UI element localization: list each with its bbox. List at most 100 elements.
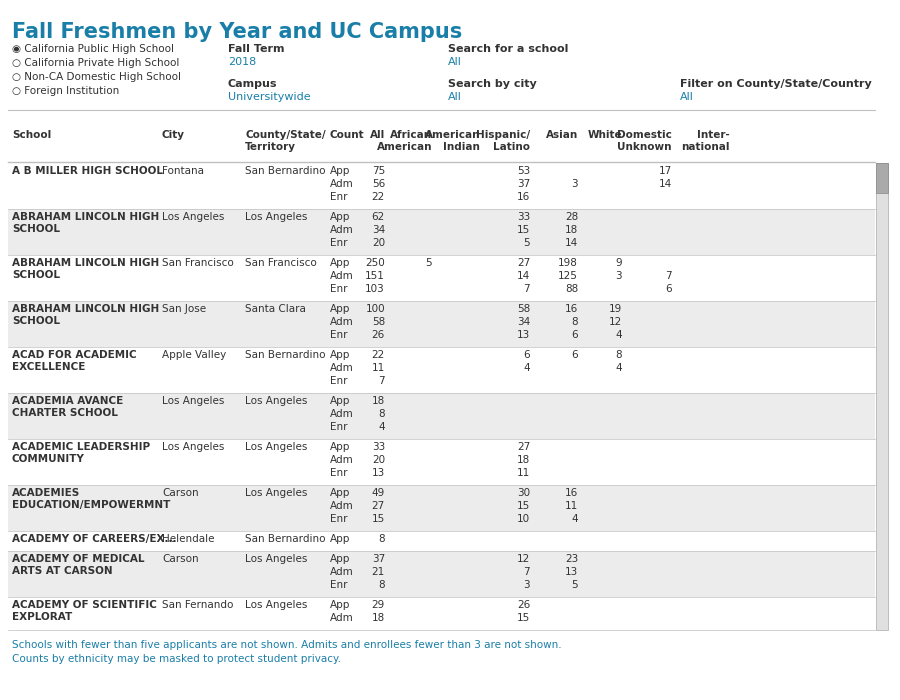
- Text: 7: 7: [524, 284, 530, 294]
- Text: 9: 9: [616, 258, 622, 268]
- Text: 26: 26: [372, 330, 385, 340]
- Text: Fall Freshmen by Year and UC Campus: Fall Freshmen by Year and UC Campus: [12, 22, 463, 42]
- Text: Universitywide: Universitywide: [228, 92, 310, 102]
- Text: 11: 11: [372, 363, 385, 373]
- Bar: [8, 301, 875, 347]
- Text: 53: 53: [517, 166, 530, 176]
- Text: ◉ California Public High School: ◉ California Public High School: [12, 44, 174, 54]
- Text: Adm: Adm: [330, 501, 354, 511]
- Text: ABRAHAM LINCOLN HIGH
SCHOOL: ABRAHAM LINCOLN HIGH SCHOOL: [12, 258, 159, 279]
- Bar: [8, 439, 875, 485]
- Text: 6: 6: [524, 350, 530, 360]
- Text: 6: 6: [665, 284, 672, 294]
- Text: Adm: Adm: [330, 613, 354, 623]
- Text: Santa Clara: Santa Clara: [245, 304, 306, 314]
- Text: App: App: [330, 554, 350, 564]
- Text: 37: 37: [372, 554, 385, 564]
- Text: 29: 29: [372, 600, 385, 610]
- Text: 5: 5: [572, 580, 578, 590]
- Text: Search by city: Search by city: [448, 79, 536, 89]
- Text: 11: 11: [565, 501, 578, 511]
- Text: Adm: Adm: [330, 567, 354, 577]
- Text: San Francisco: San Francisco: [245, 258, 317, 268]
- Text: 28: 28: [565, 212, 578, 222]
- Text: ABRAHAM LINCOLN HIGH
SCHOOL: ABRAHAM LINCOLN HIGH SCHOOL: [12, 304, 159, 326]
- Text: 5: 5: [524, 238, 530, 248]
- Text: ○ Non-CA Domestic High School: ○ Non-CA Domestic High School: [12, 72, 181, 82]
- Text: Adm: Adm: [330, 317, 354, 327]
- Text: American
Indian: American Indian: [425, 130, 480, 152]
- Text: App: App: [330, 396, 350, 406]
- Text: 21: 21: [372, 567, 385, 577]
- Text: 16: 16: [565, 488, 578, 498]
- Text: School: School: [12, 130, 51, 140]
- Text: 8: 8: [378, 534, 385, 544]
- Text: 3: 3: [572, 179, 578, 189]
- Text: App: App: [330, 212, 350, 222]
- Text: 22: 22: [372, 350, 385, 360]
- Text: 4: 4: [378, 422, 385, 432]
- Text: 4: 4: [616, 330, 622, 340]
- Text: Los Angeles: Los Angeles: [245, 212, 308, 222]
- Text: 26: 26: [517, 600, 530, 610]
- Text: 20: 20: [372, 238, 385, 248]
- Text: Enr: Enr: [330, 514, 347, 524]
- Text: Enr: Enr: [330, 422, 347, 432]
- Text: ABRAHAM LINCOLN HIGH
SCHOOL: ABRAHAM LINCOLN HIGH SCHOOL: [12, 212, 159, 234]
- Text: 6: 6: [572, 350, 578, 360]
- Text: 151: 151: [365, 271, 385, 281]
- Text: Los Angeles: Los Angeles: [162, 442, 224, 452]
- Text: Enr: Enr: [330, 192, 347, 202]
- Text: 8: 8: [616, 350, 622, 360]
- Text: 7: 7: [665, 271, 672, 281]
- Text: 18: 18: [372, 396, 385, 406]
- Text: 11: 11: [517, 468, 530, 478]
- Bar: [8, 551, 875, 597]
- Text: Enr: Enr: [330, 284, 347, 294]
- Text: Enr: Enr: [330, 238, 347, 248]
- Text: All: All: [370, 130, 385, 140]
- Text: 2018: 2018: [228, 57, 256, 67]
- Text: Fontana: Fontana: [162, 166, 204, 176]
- Text: A B MILLER HIGH SCHOOL: A B MILLER HIGH SCHOOL: [12, 166, 163, 176]
- Text: 17: 17: [659, 166, 672, 176]
- Text: Inter-
national: Inter- national: [681, 130, 730, 152]
- Text: App: App: [330, 258, 350, 268]
- Text: Apple Valley: Apple Valley: [162, 350, 226, 360]
- Text: Campus: Campus: [228, 79, 277, 89]
- Text: 8: 8: [378, 409, 385, 419]
- Text: 13: 13: [517, 330, 530, 340]
- Text: Los Angeles: Los Angeles: [162, 212, 224, 222]
- Text: 14: 14: [517, 271, 530, 281]
- Text: Adm: Adm: [330, 363, 354, 373]
- Text: 3: 3: [616, 271, 622, 281]
- Text: San Bernardino: San Bernardino: [245, 166, 326, 176]
- Text: 33: 33: [372, 442, 385, 452]
- Text: 34: 34: [372, 225, 385, 235]
- Bar: [8, 485, 875, 531]
- Bar: [8, 597, 875, 630]
- Text: Carson: Carson: [162, 488, 199, 498]
- Text: Fall Term: Fall Term: [228, 44, 284, 54]
- Text: 3: 3: [524, 580, 530, 590]
- Text: 56: 56: [372, 179, 385, 189]
- Text: 14: 14: [659, 179, 672, 189]
- Text: Enr: Enr: [330, 468, 347, 478]
- Text: 4: 4: [572, 514, 578, 524]
- Text: Domestic
Unknown: Domestic Unknown: [617, 130, 672, 152]
- Text: 12: 12: [517, 554, 530, 564]
- Text: 15: 15: [517, 613, 530, 623]
- Text: Adm: Adm: [330, 225, 354, 235]
- Text: Los Angeles: Los Angeles: [245, 554, 308, 564]
- Text: White: White: [588, 130, 622, 140]
- Text: African
American: African American: [376, 130, 432, 152]
- Text: App: App: [330, 166, 350, 176]
- Bar: [876, 163, 888, 630]
- Text: 4: 4: [616, 363, 622, 373]
- Text: 22: 22: [372, 192, 385, 202]
- Text: Los Angeles: Los Angeles: [162, 396, 224, 406]
- Text: 12: 12: [608, 317, 622, 327]
- Text: 19: 19: [608, 304, 622, 314]
- Text: Schools with fewer than five applicants are not shown. Admits and enrollees fewe: Schools with fewer than five applicants …: [12, 640, 562, 650]
- Text: Enr: Enr: [330, 580, 347, 590]
